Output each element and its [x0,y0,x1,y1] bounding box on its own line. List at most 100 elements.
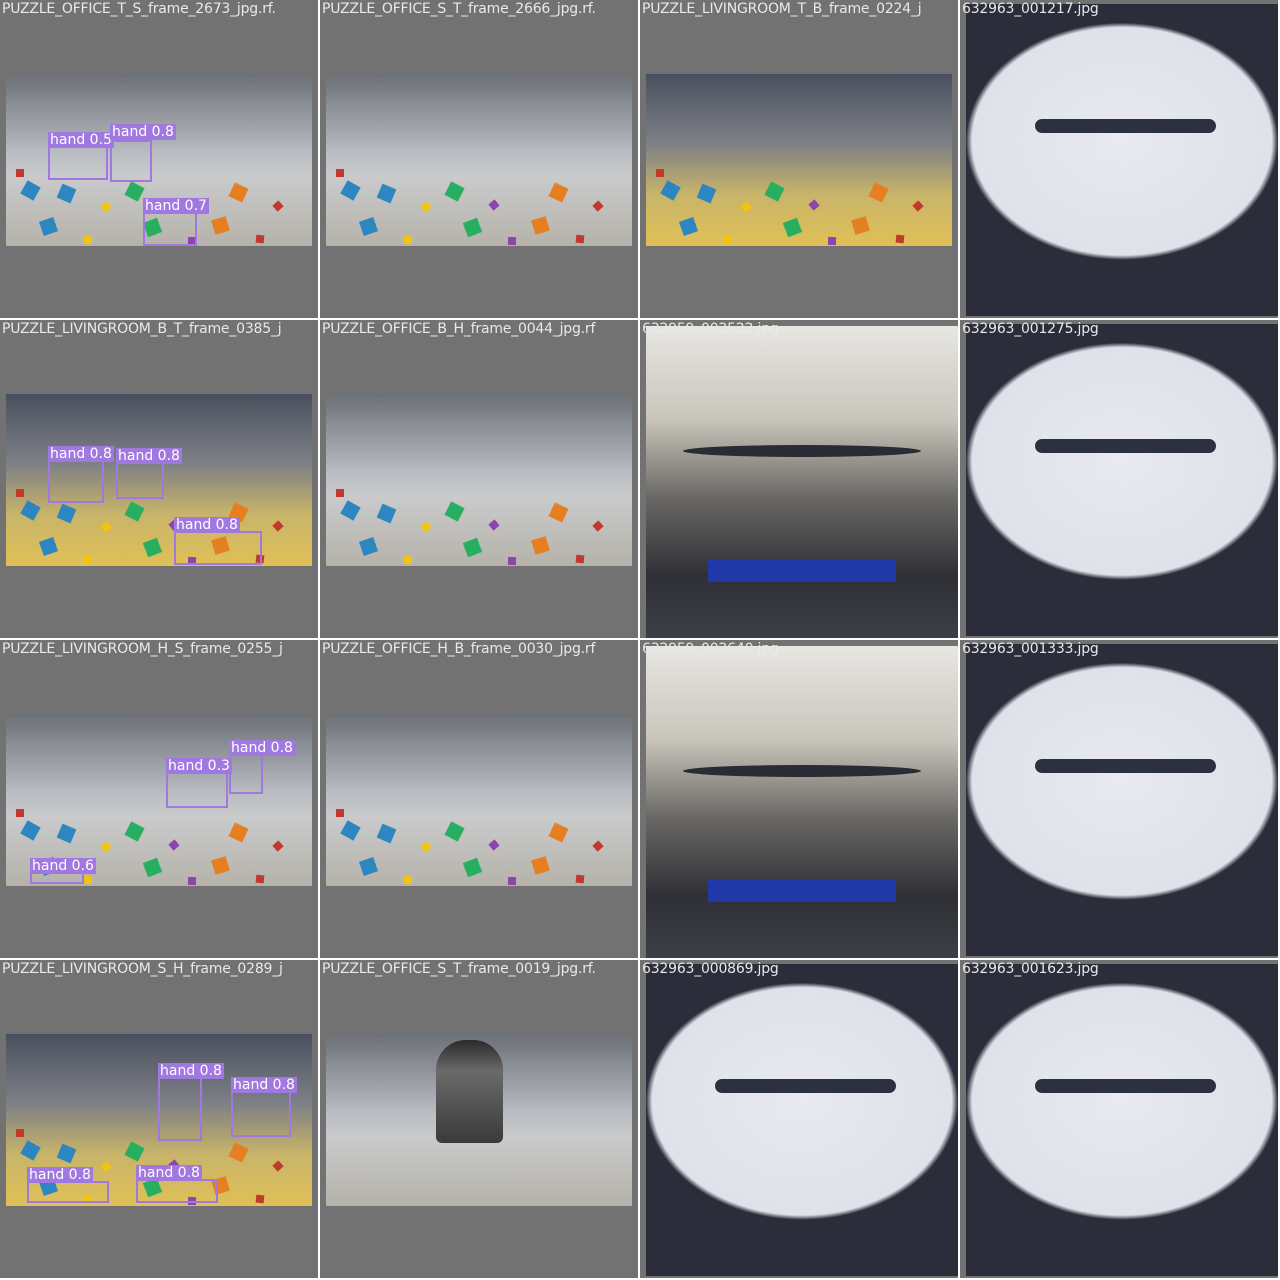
puzzle-piece [912,200,924,212]
hand-bounding-box [229,754,263,794]
hand-bounding-box [110,140,152,182]
tile-caption: PUZZLE_LIVINGROOM_T_B_frame_0224_j [642,1,922,17]
puzzle-piece [358,216,379,236]
tile-caption: PUZZLE_OFFICE_S_T_frame_2666_jpg.rf. [322,1,596,17]
puzzle-piece [444,821,465,842]
puzzle-piece [656,168,664,177]
puzzle-piece [83,555,93,565]
detection-label: hand 0.8 [229,740,295,756]
hand-bounding-box [48,459,104,503]
tile-caption: PUZZLE_OFFICE_H_B_frame_0030_jpg.rf [322,641,596,657]
mosaic-tile: 632963_001623.jpg [960,960,1278,1278]
puzzle-piece [228,822,249,843]
puzzle-piece [462,857,483,877]
wrench-shape [1034,439,1216,454]
turntable [683,764,921,777]
puzzle-piece [124,1141,145,1162]
puzzle-piece [272,840,284,852]
puzzle-piece [16,1128,24,1137]
tile-caption: 632963_001333.jpg [962,641,1099,657]
puzzle-piece [575,874,585,884]
puzzle-piece [868,182,889,203]
puzzle-piece [211,856,230,875]
puzzle-piece [16,168,24,177]
tile-caption: 632963_001623.jpg [962,961,1099,977]
puzzle-piece [462,537,483,557]
detection-label: hand 0.5 [48,132,114,148]
puzzle-piece [255,234,265,244]
puzzle-piece [376,503,397,523]
puzzle-piece [340,500,361,521]
hand-bounding-box [136,1179,218,1203]
puzzle-piece [83,875,93,885]
puzzle-piece [488,839,500,851]
turntable [683,444,921,457]
hand-bounding-box [158,1077,202,1141]
puzzle-piece [142,857,163,877]
photo-office [326,74,632,246]
puzzle-piece [272,1160,284,1172]
puzzle-piece [575,234,585,244]
wrench-shape [1034,119,1216,134]
puzzle-piece [340,180,361,201]
person-figure [436,1040,504,1144]
puzzle-piece [142,537,163,557]
photo-plate [966,324,1278,636]
photo-plate [966,644,1278,956]
puzzle-piece [56,1143,77,1163]
tile-caption: 632959_002522.jpg [642,321,779,337]
puzzle-piece [20,1140,41,1161]
puzzle-piece [507,556,517,565]
mosaic-tile: PUZZLE_OFFICE_H_B_frame_0030_jpg.rfhand … [320,640,638,958]
detection-label: hand 0.8 [48,446,114,462]
puzzle-piece [548,822,569,843]
puzzle-piece [272,520,284,532]
puzzle-piece [16,808,24,817]
puzzle-piece [808,199,820,211]
detection-label: hand 0.8 [110,124,176,140]
puzzle-piece [38,536,59,556]
puzzle-piece [420,840,432,853]
blue-tape [708,560,896,582]
mosaic-tile: 632959_002640.jpgmonkey wrench 0.4 [640,640,958,958]
tile-caption: PUZZLE_OFFICE_T_S_frame_2673_jpg.rf. [2,1,276,17]
detection-label: hand 0.7 [143,198,209,214]
puzzle-piece [100,200,112,213]
puzzle-piece [20,820,41,841]
puzzle-piece [575,554,585,564]
detection-label: hand 0.8 [231,1077,297,1093]
puzzle-piece [592,520,604,532]
puzzle-piece [56,183,77,203]
photo-person [326,1034,632,1206]
mosaic-tile: PUZZLE_LIVINGROOM_H_S_frame_0255_j hand 0… [0,640,318,958]
puzzle-piece [531,216,550,235]
mosaic-tile: PUZZLE_OFFICE_S_T_frame_0019_jpg.rf.hand… [320,960,638,1278]
puzzle-piece [124,821,145,842]
puzzle-piece [420,200,432,213]
puzzle-piece [420,520,432,533]
puzzle-piece [211,216,230,235]
puzzle-piece [827,236,837,245]
puzzle-piece [462,217,483,237]
puzzle-piece [16,488,24,497]
detection-label: hand 0.6 [30,858,96,874]
mosaic-tile: 632963_001217.jpgmonkey wrench 0.4 [960,0,1278,318]
puzzle-piece [38,216,59,236]
tile-caption: 632963_000869.jpg [642,961,779,977]
detection-label: hand 0.8 [174,517,240,533]
photo-office [326,714,632,886]
tile-caption: 632963_001217.jpg [962,1,1099,17]
photo-stand [646,646,958,958]
puzzle-piece [358,536,379,556]
tile-caption: 632963_001275.jpg [962,321,1099,337]
puzzle-piece [531,536,550,555]
photo-stand [646,326,958,638]
wrench-shape [1034,759,1216,774]
puzzle-piece [255,874,265,884]
tile-caption: PUZZLE_LIVINGROOM_B_T_frame_0385_j [2,321,282,337]
hand-bounding-box [27,1181,109,1203]
puzzle-piece [531,856,550,875]
photo-plate [966,4,1278,316]
